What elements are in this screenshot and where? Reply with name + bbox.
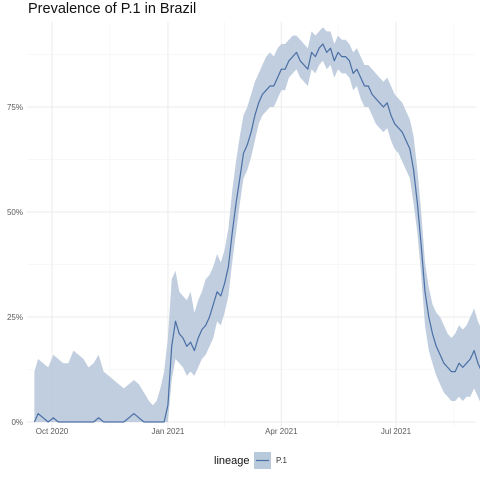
minor-gridlines (27, 22, 476, 428)
x-tick-label: Oct 2020 (36, 427, 69, 436)
legend-title: lineage (214, 455, 249, 467)
x-axis-tick-labels: Oct 2020 Jan 2021 Apr 2021 Jul 2021 (36, 427, 412, 436)
confidence-ribbon-p1 (34, 27, 480, 422)
legend: lineage P.1 (214, 452, 288, 469)
y-tick-label: 50% (7, 208, 23, 217)
legend-label-p1: P.1 (276, 456, 288, 465)
x-tick-label: Jan 2021 (151, 427, 184, 436)
x-tick-label: Apr 2021 (265, 427, 298, 436)
series-line-layer (33, 43, 480, 423)
confidence-ribbon-layer (34, 27, 480, 422)
y-tick-label: 0% (11, 418, 23, 427)
y-axis-tick-labels: 0% 25% 50% 75% (7, 103, 23, 427)
y-tick-label: 25% (7, 313, 23, 322)
x-tick-label: Jul 2021 (381, 427, 412, 436)
series-line-p1 (33, 43, 480, 423)
y-tick-label: 75% (7, 103, 23, 112)
chart-title: Prevalence of P.1 in Brazil (28, 1, 197, 17)
